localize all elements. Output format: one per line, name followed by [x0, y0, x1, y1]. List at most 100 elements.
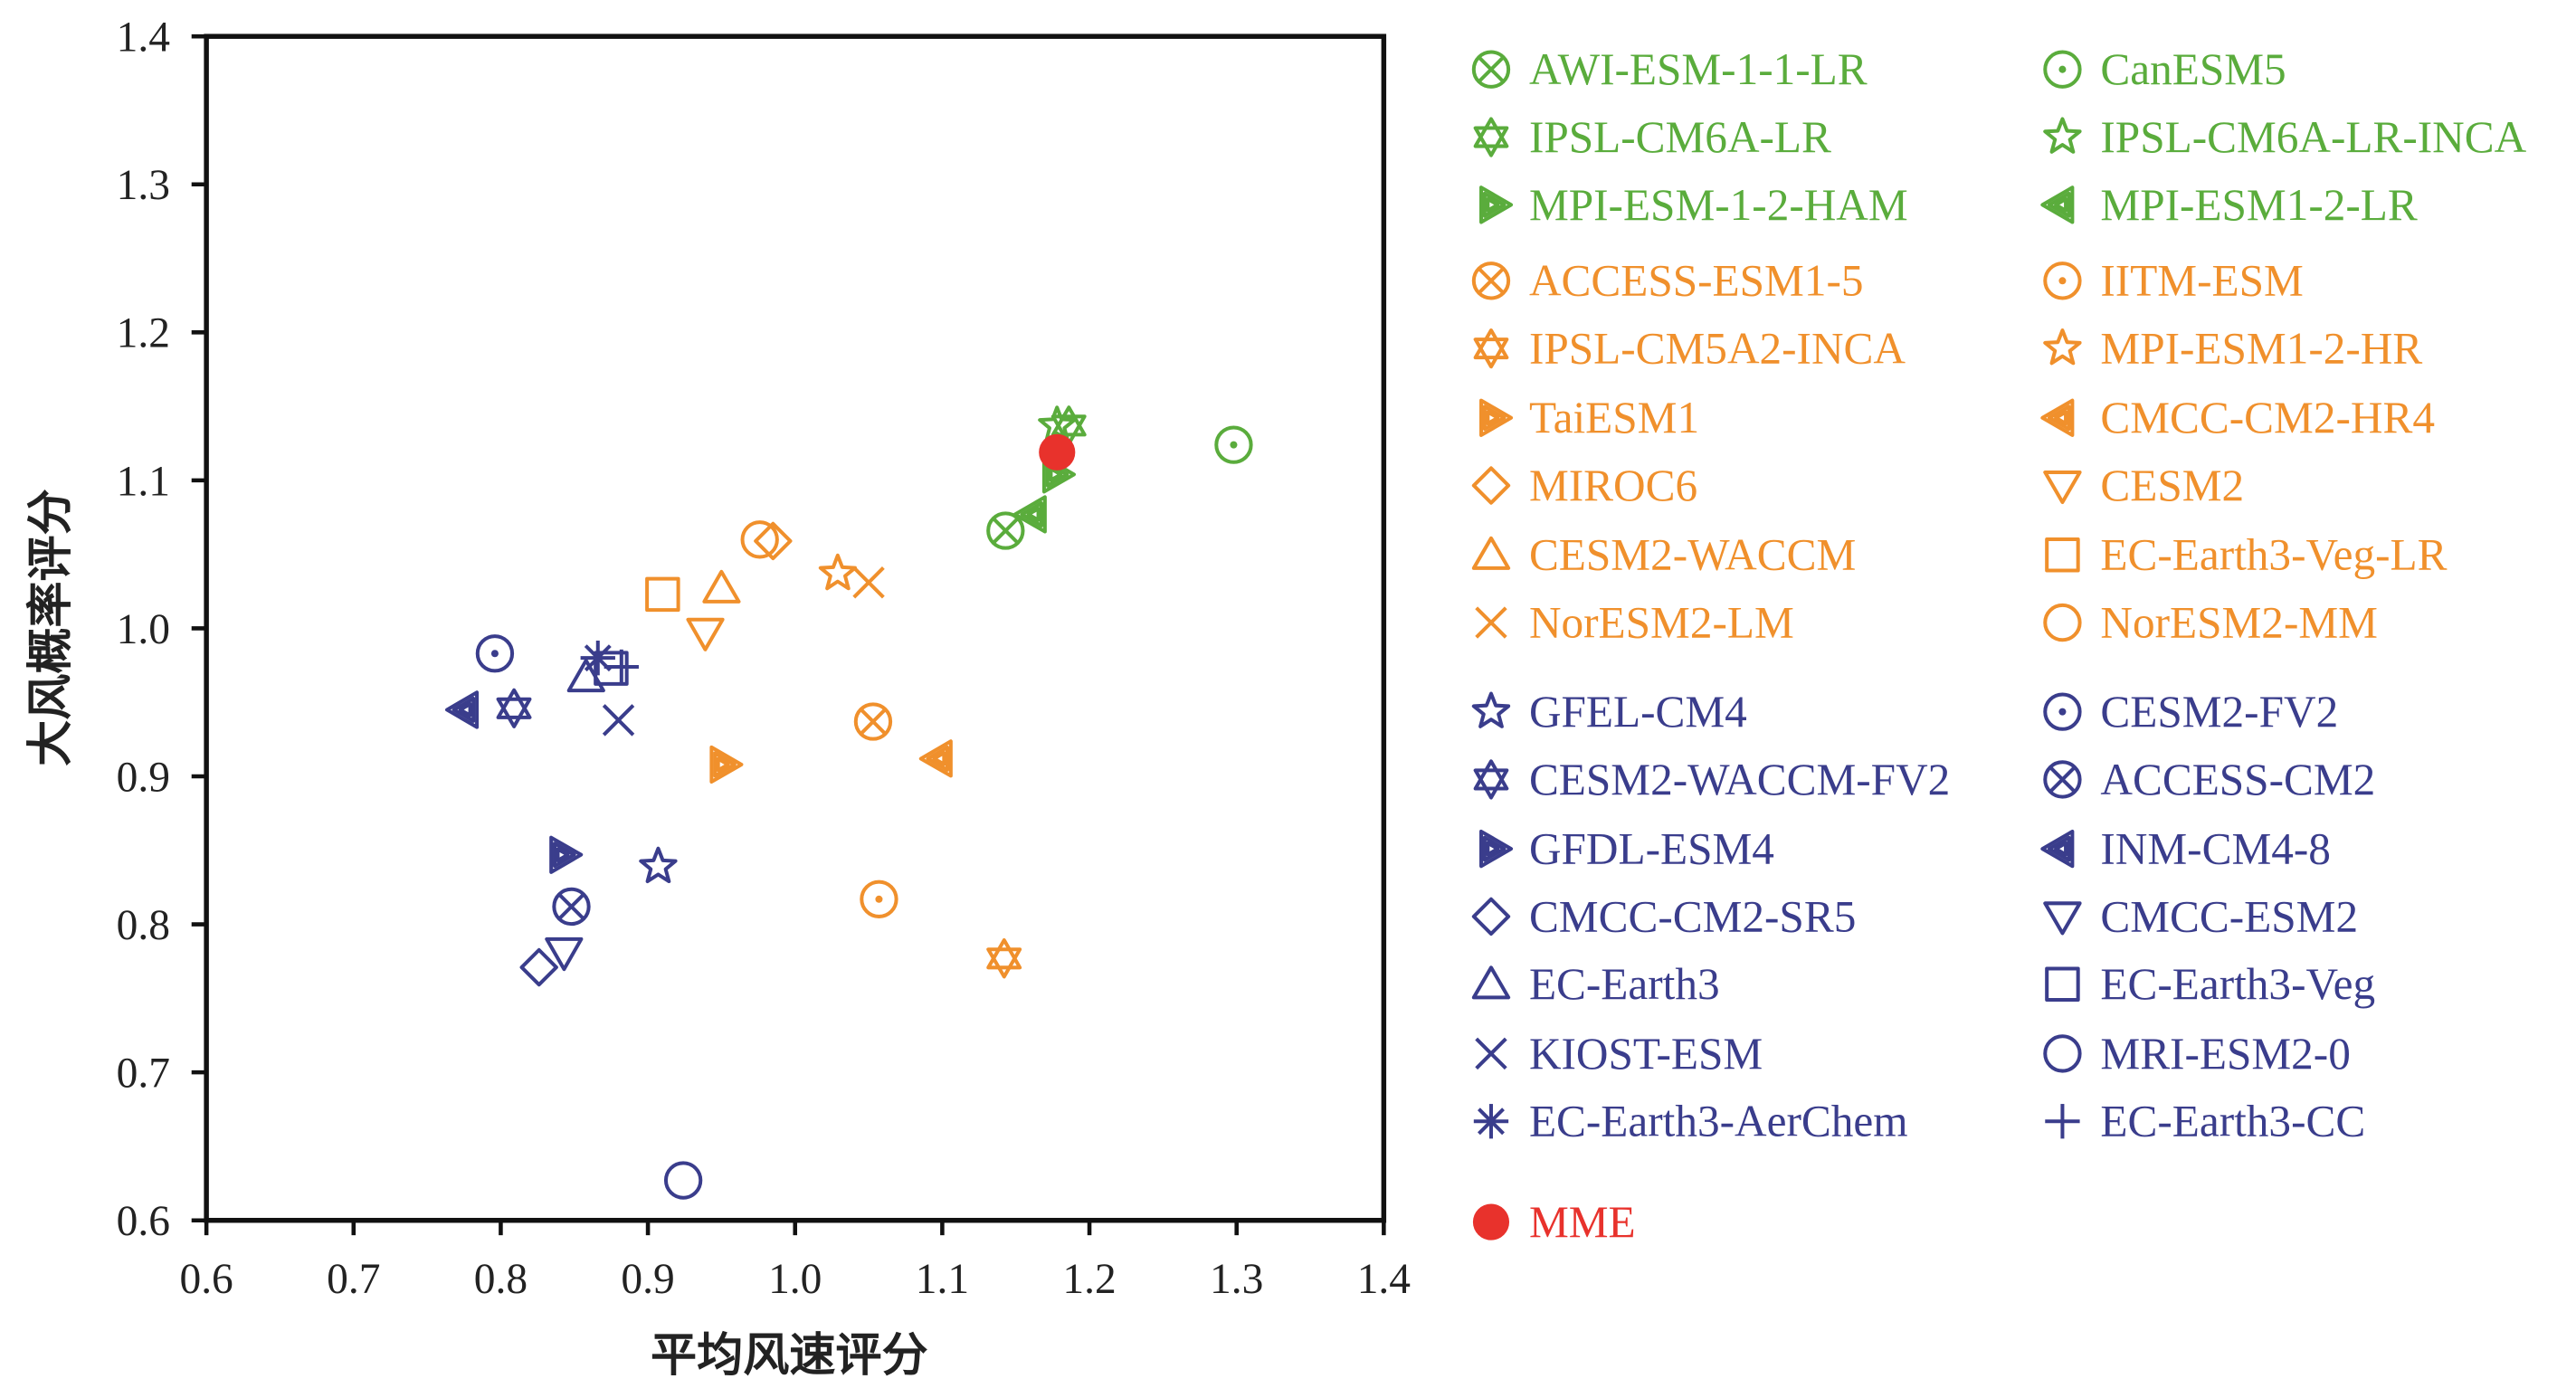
legend-label: TaiESM1: [1529, 393, 1699, 442]
legend-label: IPSL-CM6A-LR: [1529, 112, 1831, 162]
legend-item-mme: MME: [1472, 1197, 1636, 1247]
legend-item-mpi-esm1-2-lr: MPI-ESM1-2-LR: [2040, 180, 2418, 230]
point-ec-earth3-aerchem: [580, 641, 615, 676]
point-ipsl-cm6a-lr-inca: [1038, 405, 1077, 442]
diamond-marker-icon: [1471, 897, 1511, 936]
square-marker-icon: [2045, 966, 2080, 1002]
legend-label: EC-Earth3-Veg: [2100, 959, 2375, 1009]
point-mpi-esm1-2-hr: [818, 553, 857, 591]
tri-right-marker-icon: [1479, 398, 1514, 437]
tri-right-marker-icon: [1479, 185, 1514, 224]
legend-label: CESM2-FV2: [2100, 687, 2338, 737]
point-mpi-esm1-2-lr: [1012, 495, 1047, 534]
x-tick-label: 1.3: [1210, 1256, 1263, 1303]
legend-item-ipsl-cm6a-lr: IPSL-CM6A-LR: [1473, 112, 1831, 162]
y-tick-label: 1.3: [117, 162, 170, 209]
point-gfdl-esm4: [549, 835, 584, 874]
tri-down-marker-icon: [2043, 470, 2082, 505]
tri-up-marker-icon: [1471, 965, 1511, 1000]
x-tick-label: 1.2: [1062, 1256, 1116, 1303]
legend-label: GFDL-ESM4: [1529, 824, 1774, 874]
star-marker-icon: [2043, 328, 2082, 366]
point-cmcc-esm2: [545, 936, 584, 972]
x-tick-label: 0.6: [179, 1256, 233, 1303]
legend-item-miroc6: MIROC6: [1471, 461, 1697, 510]
point-cesm2: [686, 617, 725, 651]
x-tick-label: 0.9: [621, 1256, 674, 1303]
legend-item-mpi-esm1-2-hr: MPI-ESM1-2-HR: [2043, 324, 2422, 374]
legend-label: MIROC6: [1529, 461, 1697, 510]
diamond-marker-icon: [1471, 466, 1511, 505]
plot-frame: [204, 33, 1387, 1223]
legend-item-ec-earth3: EC-Earth3: [1471, 959, 1720, 1009]
legend-label: INM-CM4-8: [2100, 824, 2331, 874]
circle-marker-icon: [2043, 603, 2082, 642]
legend-item-ec-earth3-cc: EC-Earth3-CC: [2045, 1097, 2365, 1146]
point-ec-earth3-veg-lr: [645, 576, 680, 613]
point-ipsl-cm6a-lr: [1050, 405, 1087, 446]
odot-marker-icon: [2043, 50, 2082, 89]
x-tick-label: 0.7: [327, 1256, 380, 1303]
point-mme: [1039, 433, 1076, 471]
tri-left-marker-icon: [2040, 185, 2075, 224]
y-tick-label: 0.9: [117, 754, 170, 801]
legend-item-ipsl-cm5a2-inca: IPSL-CM5A2-INCA: [1473, 324, 1906, 374]
point-taiesm1: [709, 745, 744, 784]
legend-label: ACCESS-CM2: [2100, 755, 2375, 804]
point-cesm2-fv2: [475, 634, 515, 673]
filled-circle-marker-icon: [1472, 1203, 1510, 1241]
legend-item-inm-cm4-8: INM-CM4-8: [2040, 824, 2331, 874]
x-tick-label: 1.0: [768, 1256, 822, 1303]
x-tick-label: 1.4: [1357, 1256, 1411, 1303]
legend-label: MPI-ESM1-2-LR: [2100, 180, 2417, 230]
legend-label: MME: [1529, 1197, 1636, 1247]
legend-label: CESM2-WACCM-FV2: [1529, 755, 1950, 804]
x-marker-icon: [1475, 1037, 1507, 1070]
y-axis-title: 大风概率评分: [24, 489, 78, 766]
legend-label: IITM-ESM: [2100, 256, 2303, 306]
point-ipsl-cm5a2-inca: [986, 938, 1022, 979]
point-iitm-esm: [860, 879, 898, 918]
star-marker-icon: [1471, 691, 1511, 728]
hexagram-marker-icon: [1473, 117, 1509, 157]
legend-item-cmcc-cm2-hr4: CMCC-CM2-HR4: [2040, 393, 2435, 442]
legend-item-noresm2-mm: NorESM2-MM: [2043, 597, 2378, 647]
x-marker-icon: [1475, 606, 1507, 639]
legend-label: EC-Earth3: [1529, 959, 1720, 1009]
legend-item-cesm2-waccm-fv2: CESM2-WACCM-FV2: [1473, 755, 1950, 804]
legend-label: NorESM2-LM: [1529, 597, 1794, 647]
point-awi-esm-1-1-lr: [986, 511, 1025, 550]
point-cesm2-waccm-fv2: [496, 688, 532, 728]
legend-label: CESM2: [2100, 461, 2244, 510]
legend-label: IPSL-CM5A2-INCA: [1529, 324, 1906, 374]
legend-label: CMCC-ESM2: [2100, 891, 2358, 941]
otimes-marker-icon: [1471, 261, 1511, 300]
point-mri-esm2-0: [663, 1161, 703, 1200]
legend-label: NorESM2-MM: [2100, 597, 2378, 647]
legend-item-access-esm1-5: ACCESS-ESM1-5: [1471, 256, 1864, 306]
plus-marker-icon: [2045, 1104, 2080, 1139]
hexagram-marker-icon: [1473, 328, 1509, 369]
point-cmcc-cm2-sr5: [519, 947, 558, 987]
hexagram-marker-icon: [1473, 759, 1509, 800]
legend-item-awi-esm-1-1-lr: AWI-ESM-1-1-LR: [1471, 44, 1868, 94]
y-tick-label: 1.1: [117, 458, 170, 505]
legend-item-mri-esm2-0: MRI-ESM2-0: [2043, 1029, 2351, 1079]
y-tick-label: 0.8: [117, 902, 170, 949]
x-axis-title: 平均风速评分: [651, 1329, 928, 1383]
legend-item-cesm2-waccm: CESM2-WACCM: [1471, 530, 1856, 580]
point-access-esm1-5: [853, 702, 893, 741]
legend: AWI-ESM-1-1-LR CanESM5 IPSL-CM6A-LR IPSL-CM…: [1471, 44, 2527, 1247]
square-marker-icon: [2045, 537, 2080, 573]
tri-left-marker-icon: [2040, 829, 2075, 869]
legend-item-cmcc-cm2-sr5: CMCC-CM2-SR5: [1471, 891, 1856, 941]
otimes-marker-icon: [1471, 50, 1511, 89]
tri-right-marker-icon: [1479, 829, 1514, 869]
legend-item-ipsl-cm6a-lr-inca: IPSL-CM6A-LR-INCA: [2043, 112, 2527, 162]
y-tick-label: 1.0: [117, 606, 170, 653]
tri-down-marker-icon: [2043, 901, 2082, 936]
legend-item-gfel-cm4: GFEL-CM4: [1471, 687, 1747, 737]
legend-label: AWI-ESM-1-1-LR: [1529, 44, 1868, 94]
legend-item-cmcc-esm2: CMCC-ESM2: [2043, 891, 2358, 941]
legend-item-access-cm2: ACCESS-CM2: [2043, 755, 2375, 804]
